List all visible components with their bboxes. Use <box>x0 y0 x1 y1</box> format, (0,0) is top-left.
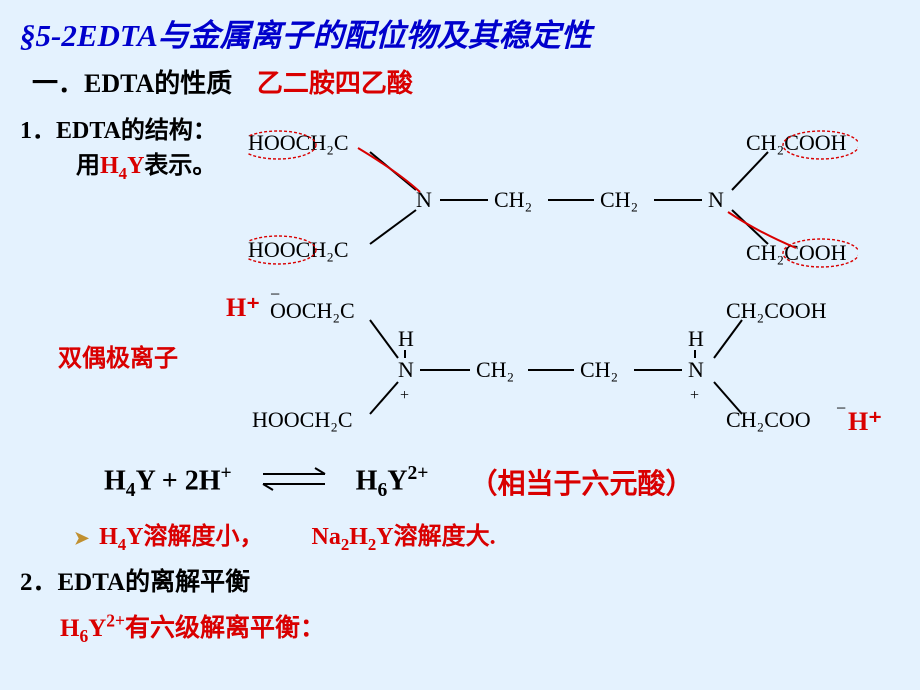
label-hplus-right: H⁺ <box>848 407 882 436</box>
subsection-1-heading: 一．EDTA的性质 乙二胺四乙酸 <box>32 63 900 100</box>
bullet-triangle-icon: ➤ <box>74 528 89 548</box>
eq-note: （相当于六元酸） <box>469 462 693 502</box>
label-nplus-right: + <box>690 387 699 404</box>
label-ch2cooh-top2: CH₂COOH <box>726 298 827 323</box>
label-n-right2: N <box>688 357 704 382</box>
h4y-formula: H4Y <box>100 153 144 179</box>
label-n-right: N <box>708 187 724 212</box>
solub-part1: H4Y溶解度小， <box>99 524 269 550</box>
subsection-1-label: 一．EDTA的性质 <box>32 69 232 98</box>
label-ch2-right: CH₂ <box>600 187 638 212</box>
label-nplus-left: + <box>400 387 409 404</box>
label-ch2-right2: CH₂ <box>580 357 618 382</box>
label-ch2cooh-bot: CH₂COOH <box>746 240 847 265</box>
solubility-line: ➤ H4Y溶解度小， Na2H2Y溶解度大. <box>74 516 496 555</box>
item-1-line2-post: 表示。 <box>144 153 216 179</box>
equation-line: H4Y + 2H+ H6Y2+ （相当于六元酸） <box>104 462 894 502</box>
label-hooch2c-top: HOOCH₂C <box>248 130 349 155</box>
label-hooch2c-bot2: HOOCH₂C <box>252 407 353 432</box>
label-nh-right: H <box>688 326 704 351</box>
label-ooch2c-top: OOCH₂C <box>270 298 355 323</box>
item-2-label: 2．EDTA的离解平衡 <box>20 562 250 598</box>
item-1-line2-pre: 用 <box>76 153 100 179</box>
edta-structure-diagram: HOOCH₂C HOOCH₂C CH₂COOH CH₂COOH N N CH₂ … <box>248 122 858 272</box>
equilibrium-arrow-icon <box>257 464 331 500</box>
label-n-left2: N <box>398 357 414 382</box>
edta-zwitterion-diagram: H⁺ H⁺ − OOCH₂C HOOCH₂C CH₂COOH CH₂COO − … <box>0 292 920 442</box>
label-ch2-left: CH₂ <box>494 187 532 212</box>
label-ch2cooh-top: CH₂COOH <box>746 130 847 155</box>
section-title: §5-2EDTA与金属离子的配位物及其稳定性 <box>20 10 900 55</box>
eq-rhs: H6Y2+ <box>356 463 429 502</box>
label-hooch2c-bot: HOOCH₂C <box>248 237 349 262</box>
eq-lhs: H4Y + 2H+ <box>104 463 232 502</box>
label-hplus-left: H⁺ <box>226 293 260 322</box>
label-nh-left: H <box>398 326 414 351</box>
label-ch2-left2: CH₂ <box>476 357 514 382</box>
coo-minus-bot: − <box>836 398 846 418</box>
solub-part2: Na2H2Y溶解度大. <box>312 524 496 550</box>
item-2-sub: H6Y2+有六级解离平衡： <box>60 608 325 647</box>
subsection-1-redlabel: 乙二胺四乙酸 <box>257 69 413 98</box>
